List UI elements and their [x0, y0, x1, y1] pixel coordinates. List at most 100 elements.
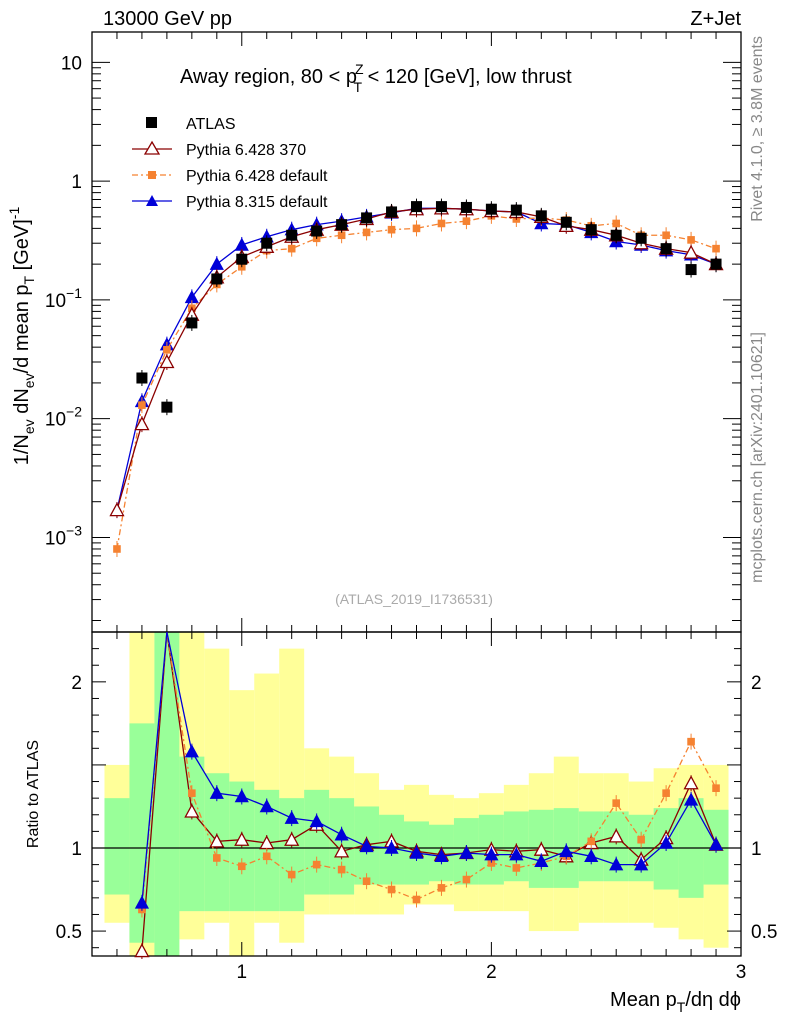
- ratio-point-p8def: [484, 847, 499, 861]
- ratio-point-p6def: [587, 837, 596, 846]
- ratio-point-p370: [334, 843, 350, 858]
- ratio-point-p8def: [634, 857, 649, 871]
- ylabel-part3: /d mean p: [11, 284, 33, 373]
- ratio-point-p8def: [409, 845, 424, 859]
- main-point-atlas: [336, 219, 348, 231]
- ylabel-sub2: ev: [21, 373, 37, 388]
- ratio-tick-label-right: 2: [751, 673, 762, 694]
- main-point-p6def: [712, 244, 720, 253]
- main-point-atlas: [510, 204, 522, 216]
- band-green-bin: [154, 632, 180, 956]
- ylabel-sub3: T: [21, 275, 37, 284]
- ratio-point-p8def: [434, 848, 449, 863]
- ratio-point-p6def: [712, 784, 720, 792]
- ratio-point-p6def: [362, 877, 371, 886]
- ratio-point-p370: [209, 833, 225, 848]
- ratio-tick-label-right: 1: [751, 839, 762, 860]
- main-point-atlas: [560, 216, 572, 228]
- title-prefix: Away region, 80 < p: [180, 66, 357, 88]
- ylabel-part2: dN: [11, 388, 33, 419]
- ratio-tick-label-left: 2: [71, 673, 82, 694]
- ratio-point-p8def: [384, 840, 399, 854]
- y-tick-mantissa: 10: [45, 410, 66, 431]
- main-point-atlas: [136, 372, 148, 384]
- ratio-point-p6def: [487, 859, 496, 867]
- legend-marker-p8def: [146, 195, 158, 206]
- legend-marker-p370: [143, 140, 161, 155]
- main-point-atlas: [635, 232, 647, 244]
- ratio-point-p8def: [334, 827, 349, 841]
- main-point-atlas: [460, 201, 472, 213]
- main-point-atlas: [236, 253, 248, 265]
- y-tick-label: 10: [61, 53, 82, 74]
- y-tick-mantissa: 10: [45, 291, 66, 312]
- ratio-point-p370: [608, 828, 624, 843]
- plot-title: Away region, 80 < pZ T < 120 [GeV], low t…: [180, 61, 572, 95]
- ratio-point-p8def: [309, 814, 324, 828]
- main-point-p6def: [287, 244, 296, 253]
- legend-marker-atlas: [146, 117, 157, 128]
- xlabel-part1: Mean p: [610, 989, 677, 1011]
- ylabel-part1: 1/N: [11, 434, 33, 465]
- ratio-point-p8def: [584, 848, 599, 863]
- ratio-point-p6def: [637, 835, 645, 844]
- x-tick-label: 3: [736, 962, 747, 983]
- main-point-p6def: [337, 231, 346, 240]
- ratio-point-p6def: [662, 789, 670, 797]
- main-point-atlas: [411, 201, 422, 213]
- legend-marker-p6def: [148, 171, 156, 179]
- ratio-point-p6def: [188, 789, 196, 797]
- y-tick-exponent: −3: [66, 522, 82, 538]
- ratio-point-p8def: [659, 835, 674, 849]
- main-point-atlas: [535, 210, 547, 222]
- main-point-p8def: [209, 256, 224, 270]
- ratio-point-p8def: [459, 845, 474, 859]
- ratio-point-p6def: [237, 862, 246, 871]
- main-point-p6def: [387, 225, 396, 234]
- process-label: Z+Jet: [690, 8, 741, 30]
- ratio-series: [134, 631, 724, 960]
- ratio-point-p8def: [534, 853, 549, 868]
- main-point-atlas: [435, 201, 447, 213]
- main-point-p370: [134, 416, 150, 431]
- ratio-point-p6def: [387, 885, 396, 894]
- legend-label-atlas: ATLAS: [186, 116, 236, 133]
- ratio-point-p6def: [462, 875, 471, 884]
- main-point-atlas: [361, 212, 373, 224]
- legend-label-p8def: Pythia 8.315 default: [186, 194, 328, 211]
- xlabel-sub: T: [677, 999, 686, 1015]
- ratio-point-p6def: [412, 895, 421, 904]
- main-point-p6def: [138, 401, 146, 409]
- ratio-line-p6def: [141, 631, 717, 910]
- ratio-point-p8def: [134, 895, 150, 909]
- legend-label-p370: Pythia 6.428 370: [186, 142, 306, 159]
- ratio-point-p6def: [287, 870, 296, 879]
- legend-label-p6def: Pythia 6.428 default: [186, 168, 328, 185]
- ratio-point-p6def: [687, 737, 695, 746]
- main-point-atlas: [386, 206, 398, 218]
- main-point-atlas: [311, 225, 323, 237]
- ylabel-sup: -1: [6, 207, 22, 220]
- ratio-line-p8def: [141, 631, 717, 903]
- y-tick-mantissa: 10: [61, 53, 82, 74]
- main-point-p6def: [662, 231, 670, 240]
- ratio-tick-label-left: 1: [71, 839, 82, 860]
- main-point-atlas: [261, 237, 273, 249]
- x-tick-label: 1: [236, 962, 247, 983]
- ratio-point-p6def: [337, 865, 346, 874]
- main-point-p6def: [113, 545, 121, 553]
- y-tick-exponent: −2: [66, 404, 82, 420]
- y-tick-label: 10−3: [45, 522, 82, 549]
- title-sup: Z: [355, 61, 364, 77]
- ratio-point-p8def: [234, 789, 249, 803]
- ratio-point-p6def: [612, 799, 620, 807]
- ratio-point-p370: [234, 831, 250, 846]
- ratio-point-p8def: [683, 792, 699, 806]
- ratio-point-p8def: [509, 847, 524, 861]
- xlabel-part2: /dη dϕ: [685, 989, 741, 1011]
- main-point-atlas: [286, 229, 298, 241]
- ratio-point-p8def: [284, 810, 299, 824]
- ratio-tick-label-right: 0.5: [751, 922, 777, 943]
- band-green-bin: [304, 789, 330, 895]
